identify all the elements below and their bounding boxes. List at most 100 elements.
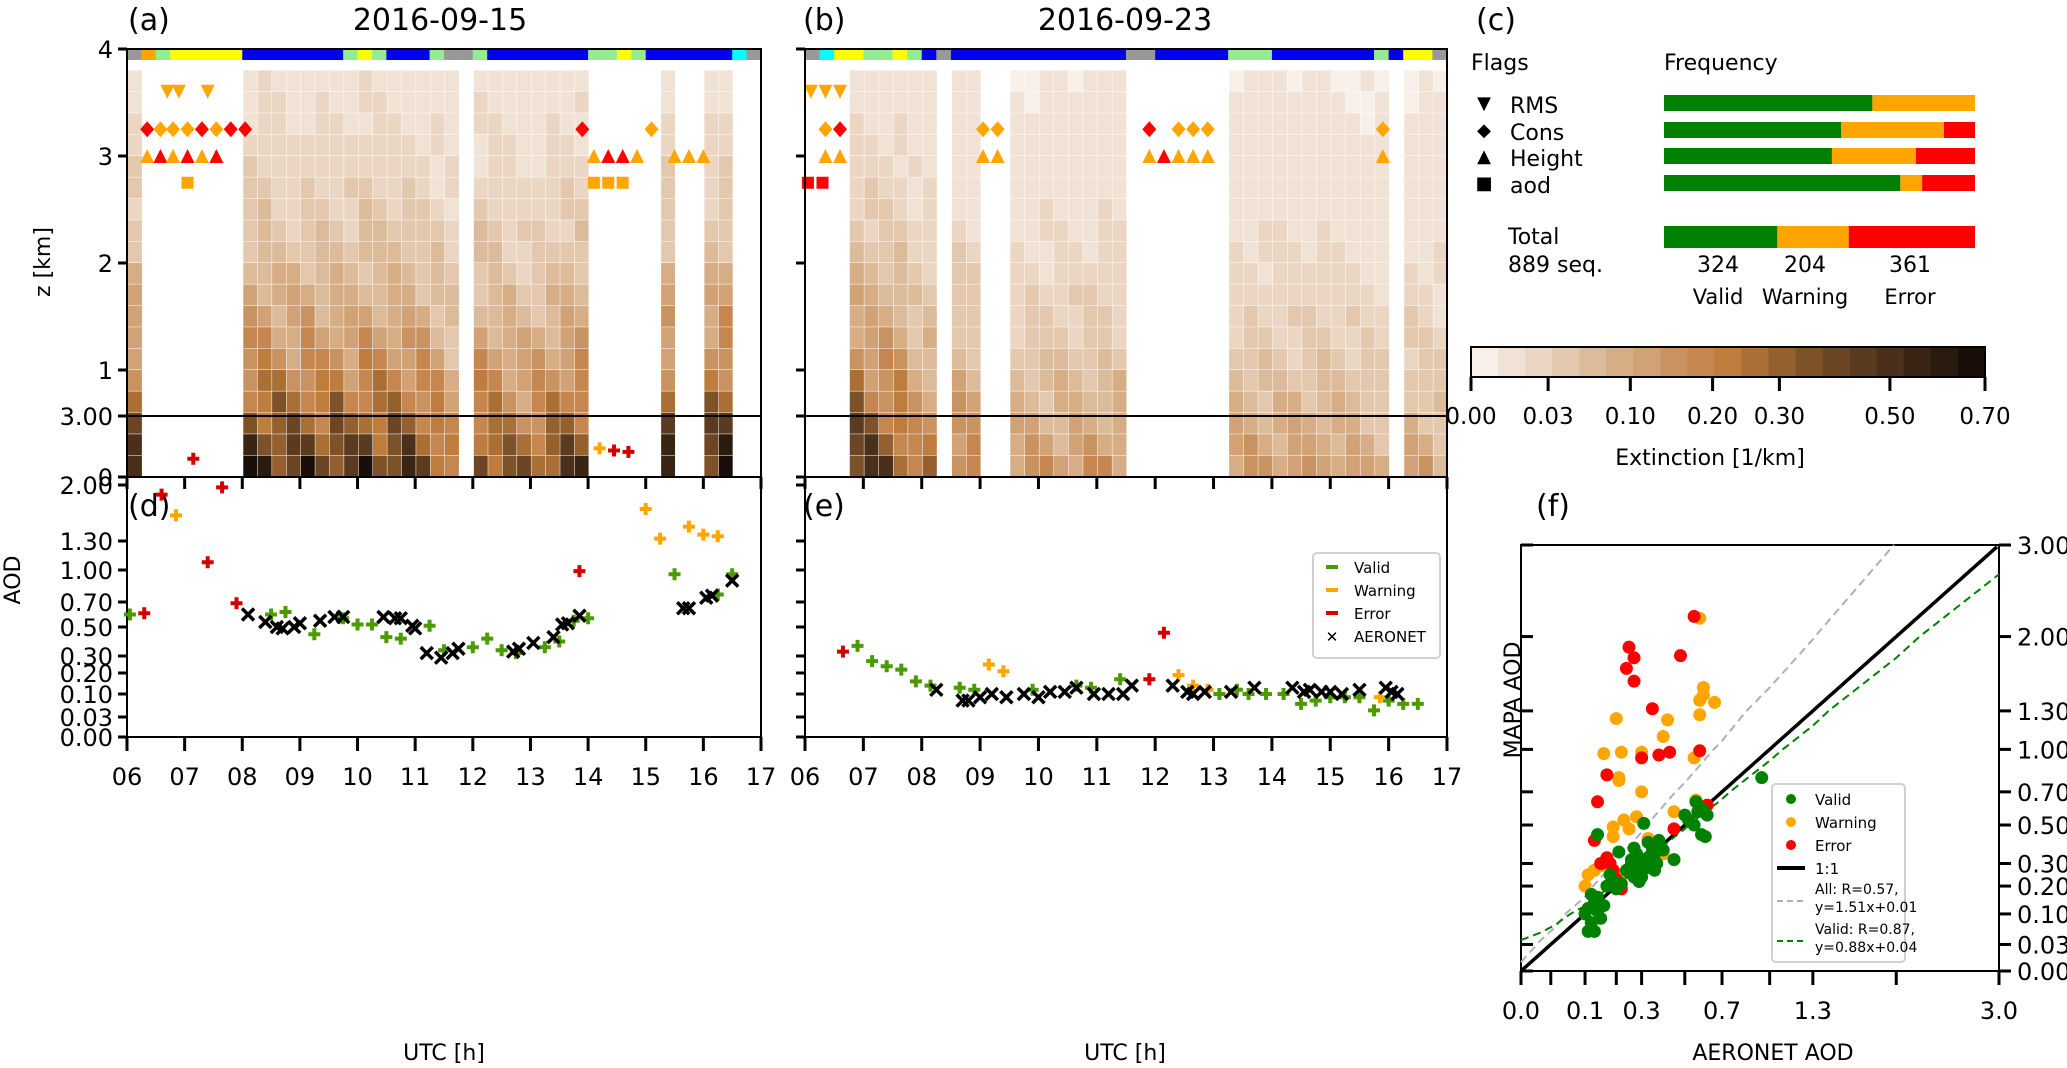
colorbar-frame xyxy=(1470,346,1986,378)
extinction-cell xyxy=(1418,305,1433,327)
extinction-cell xyxy=(951,91,966,113)
extinction-cell xyxy=(574,370,589,391)
flag-bar-segment xyxy=(127,49,142,60)
extinction-cell xyxy=(1010,198,1025,220)
extinction-cell xyxy=(1039,134,1054,156)
extinction-cell xyxy=(473,91,488,113)
extinction-cell xyxy=(878,455,894,477)
extinction-cell xyxy=(430,455,445,477)
extinction-cell xyxy=(849,434,864,456)
extinction-cell xyxy=(718,134,733,156)
extinction-cell xyxy=(1375,391,1390,413)
panel-d-scatter: 0.000.030.100.200.300.500.701.001.302.00… xyxy=(60,403,777,791)
x-tick-label: 12 xyxy=(1140,763,1171,791)
extinction-cell xyxy=(257,412,272,434)
extinction-cell xyxy=(1418,327,1433,349)
extinction-cell xyxy=(430,412,445,434)
extinction-cell xyxy=(1302,241,1317,263)
colorbar-tick-label: 0.30 xyxy=(1754,404,1805,430)
total-count-value: 361 xyxy=(1889,253,1931,278)
extinction-cell xyxy=(1331,198,1346,220)
flag-bar-segment xyxy=(1271,49,1287,60)
extinction-cell xyxy=(1360,455,1375,477)
extinction-cell xyxy=(286,455,301,477)
extinction-cell xyxy=(1418,263,1433,284)
extinction-cell xyxy=(1331,434,1346,456)
extinction-cell xyxy=(1404,220,1419,242)
flag-bar-segment xyxy=(271,49,286,60)
extinction-cell xyxy=(300,348,315,370)
extinction-cell xyxy=(951,412,966,434)
extinction-cell xyxy=(1083,284,1098,306)
extinction-cell xyxy=(1083,412,1098,434)
extinction-cell xyxy=(1316,305,1331,327)
extinction-cell xyxy=(1360,391,1375,413)
extinction-cell xyxy=(1302,263,1317,284)
legend-label: Error xyxy=(1815,837,1852,855)
extinction-cell xyxy=(445,348,459,370)
extinction-cell xyxy=(401,198,416,220)
extinction-cell xyxy=(545,134,560,156)
extinction-cell xyxy=(430,241,445,263)
colorbar-segment xyxy=(1714,347,1743,377)
extinction-cell xyxy=(473,305,488,327)
extinction-cell xyxy=(1229,156,1244,177)
extinction-cell xyxy=(878,412,894,434)
extinction-cell xyxy=(488,156,503,177)
extinction-cell xyxy=(1360,113,1375,135)
extinction-cell xyxy=(1404,70,1419,92)
data-point-plus xyxy=(997,665,1010,678)
extinction-cell xyxy=(430,327,445,349)
rms-flag-marker xyxy=(171,84,186,99)
flag-bar-segment xyxy=(343,49,359,60)
data-point-valid xyxy=(1755,771,1769,785)
extinction-cell xyxy=(864,263,879,284)
extinction-cell xyxy=(1302,91,1317,113)
extinction-cell xyxy=(401,412,416,434)
flag-bar-segment xyxy=(256,49,272,60)
cons-flag-marker xyxy=(818,121,833,138)
extinction-cell xyxy=(344,241,359,263)
extinction-cell xyxy=(908,284,923,306)
extinction-cell xyxy=(401,284,416,306)
extinction-cell xyxy=(416,434,431,456)
data-point-plus xyxy=(423,619,436,632)
extinction-cell xyxy=(718,455,733,477)
flag-bar-segment xyxy=(1359,49,1375,60)
extinction-cell xyxy=(1112,370,1127,391)
extinction-cell xyxy=(560,327,575,349)
extinction-cell xyxy=(1331,241,1346,263)
extinction-cell xyxy=(315,455,330,477)
extinction-cell xyxy=(329,198,344,220)
extinction-cell xyxy=(1272,434,1287,456)
extinction-cell xyxy=(574,91,589,113)
extinction-cell xyxy=(1112,156,1127,177)
extinction-cell xyxy=(1229,241,1244,263)
extinction-cell xyxy=(718,370,733,391)
extinction-cell xyxy=(1097,113,1112,135)
extinction-cell xyxy=(560,177,575,199)
extinction-cell xyxy=(878,220,894,242)
extinction-cell xyxy=(286,305,301,327)
panel-label-e: (e) xyxy=(803,489,845,524)
extinction-cell xyxy=(1097,134,1112,156)
extinction-cell xyxy=(401,70,416,92)
extinction-cell xyxy=(531,198,546,220)
extinction-cell xyxy=(1112,412,1127,434)
extinction-cell xyxy=(718,91,733,113)
extinction-cell xyxy=(286,263,301,284)
extinction-cell xyxy=(243,455,258,477)
data-point-valid xyxy=(1587,924,1601,938)
total-count-name: Error xyxy=(1884,285,1936,309)
extinction-cell xyxy=(1331,455,1346,477)
extinction-cell xyxy=(574,412,589,434)
extinction-cell xyxy=(272,177,286,199)
extinction-cell xyxy=(661,91,676,113)
extinction-cell xyxy=(864,305,879,327)
extinction-cell xyxy=(473,177,488,199)
extinction-cell xyxy=(473,455,488,477)
extinction-cell xyxy=(257,70,272,92)
extinction-cell xyxy=(1302,198,1317,220)
legend-label: 1:1 xyxy=(1815,860,1839,878)
extinction-cell xyxy=(1024,412,1039,434)
